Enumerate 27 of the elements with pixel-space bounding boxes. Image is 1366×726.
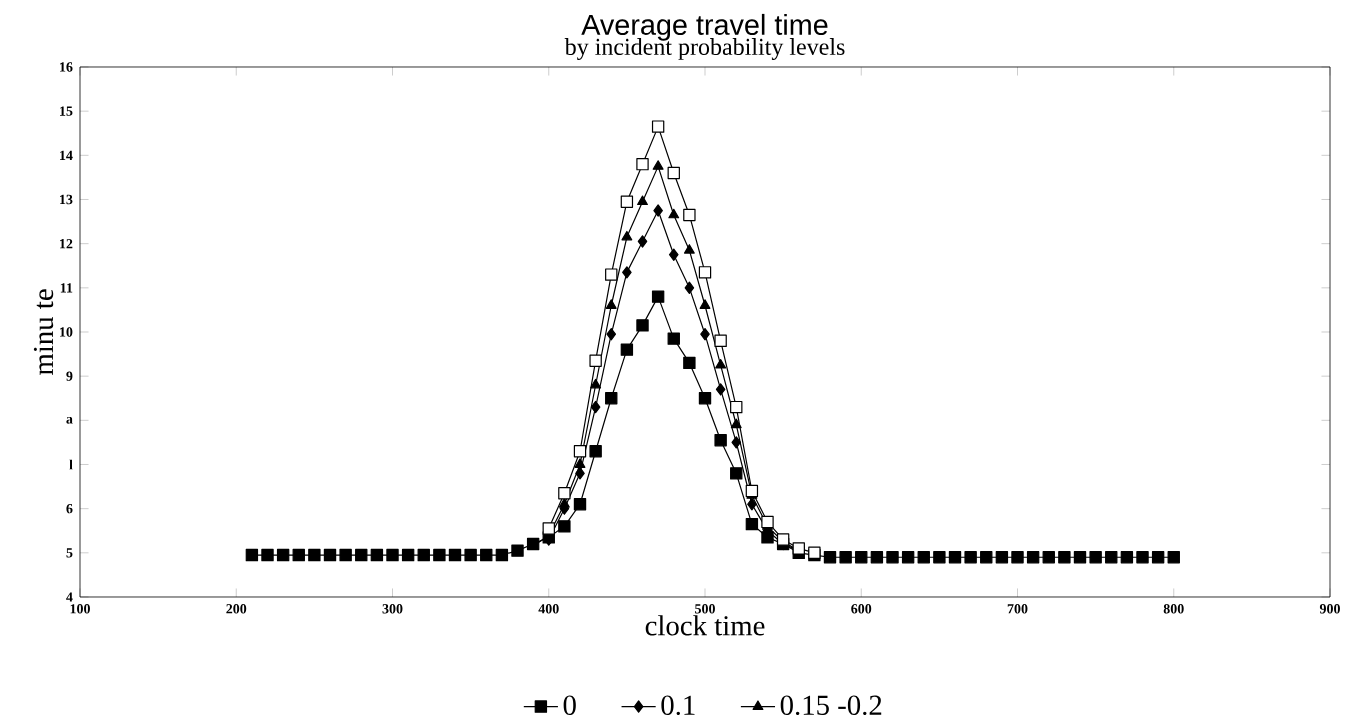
x-tick-label: 900	[1319, 604, 1340, 614]
y-tick-label: 4	[66, 592, 73, 602]
x-axis-title: clock time	[645, 615, 765, 636]
y-tick-label: 14	[60, 150, 73, 161]
legend-label: 0.15 -0.2	[780, 695, 882, 716]
y-tick-label: 9	[66, 371, 73, 382]
x-tick-label: 100	[70, 604, 90, 614]
y-tick-label: 6	[66, 504, 73, 514]
x-tick-label: 400	[538, 604, 559, 614]
x-tick-label: 600	[851, 604, 872, 614]
x-tick-label: 200	[226, 604, 247, 614]
y-axis-title: minu te	[33, 289, 54, 376]
y-tick-label: 10	[60, 327, 73, 337]
legend-label: 0.1	[661, 695, 695, 716]
x-tick-label: 300	[382, 604, 403, 614]
y-tick-label: 15	[60, 106, 73, 117]
y-tick-label: 11	[60, 283, 73, 293]
x-tick-label: 500	[695, 604, 715, 614]
y-tick-label: 5	[66, 548, 73, 558]
y-tick-label: 13	[60, 194, 73, 205]
x-tick-label: 800	[1163, 604, 1184, 614]
x-tick-label: 700	[1007, 604, 1028, 614]
y-tick-label: l	[69, 459, 73, 470]
y-tick-label: 16	[60, 62, 73, 72]
legend-label: 0	[563, 695, 576, 716]
y-tick-label: 12	[60, 239, 73, 249]
y-tick-label: a	[66, 417, 73, 424]
